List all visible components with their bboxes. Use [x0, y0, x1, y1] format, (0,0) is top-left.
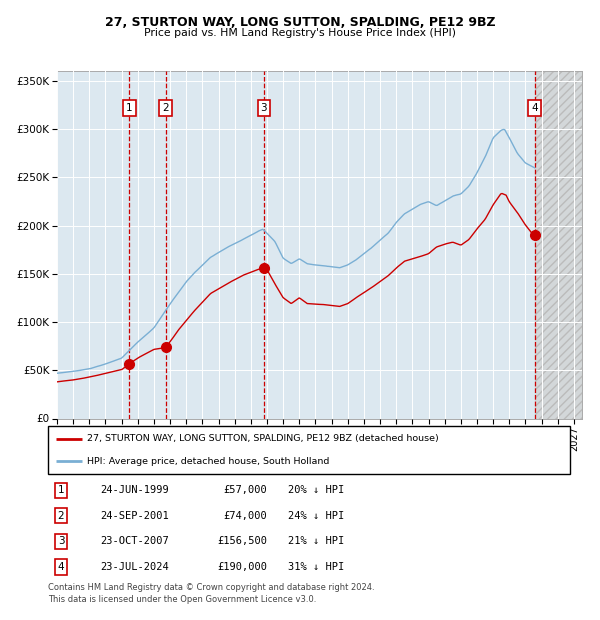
Text: 3: 3: [58, 536, 64, 546]
Text: 21% ↓ HPI: 21% ↓ HPI: [288, 536, 344, 546]
Text: £57,000: £57,000: [223, 485, 267, 495]
Text: Contains HM Land Registry data © Crown copyright and database right 2024.
This d: Contains HM Land Registry data © Crown c…: [48, 583, 374, 604]
Text: 23-JUL-2024: 23-JUL-2024: [100, 562, 169, 572]
Text: 24-JUN-1999: 24-JUN-1999: [100, 485, 169, 495]
Text: 2: 2: [58, 511, 64, 521]
Text: 31% ↓ HPI: 31% ↓ HPI: [288, 562, 344, 572]
Text: 24% ↓ HPI: 24% ↓ HPI: [288, 511, 344, 521]
Text: 2: 2: [163, 103, 169, 113]
Bar: [535, 71, 582, 419]
Text: 4: 4: [531, 103, 538, 113]
Text: 24-SEP-2001: 24-SEP-2001: [100, 511, 169, 521]
Text: HPI: Average price, detached house, South Holland: HPI: Average price, detached house, Sout…: [87, 457, 329, 466]
FancyBboxPatch shape: [48, 426, 570, 474]
Text: 1: 1: [58, 485, 64, 495]
Text: 4: 4: [58, 562, 64, 572]
Text: 27, STURTON WAY, LONG SUTTON, SPALDING, PE12 9BZ (detached house): 27, STURTON WAY, LONG SUTTON, SPALDING, …: [87, 435, 439, 443]
Text: 20% ↓ HPI: 20% ↓ HPI: [288, 485, 344, 495]
Bar: [535, 71, 582, 419]
Text: 23-OCT-2007: 23-OCT-2007: [100, 536, 169, 546]
Text: Price paid vs. HM Land Registry's House Price Index (HPI): Price paid vs. HM Land Registry's House …: [144, 28, 456, 38]
Text: £74,000: £74,000: [223, 511, 267, 521]
Text: £156,500: £156,500: [217, 536, 267, 546]
Text: 3: 3: [260, 103, 267, 113]
Text: 27, STURTON WAY, LONG SUTTON, SPALDING, PE12 9BZ: 27, STURTON WAY, LONG SUTTON, SPALDING, …: [104, 16, 496, 29]
Text: £190,000: £190,000: [217, 562, 267, 572]
Text: 1: 1: [126, 103, 133, 113]
